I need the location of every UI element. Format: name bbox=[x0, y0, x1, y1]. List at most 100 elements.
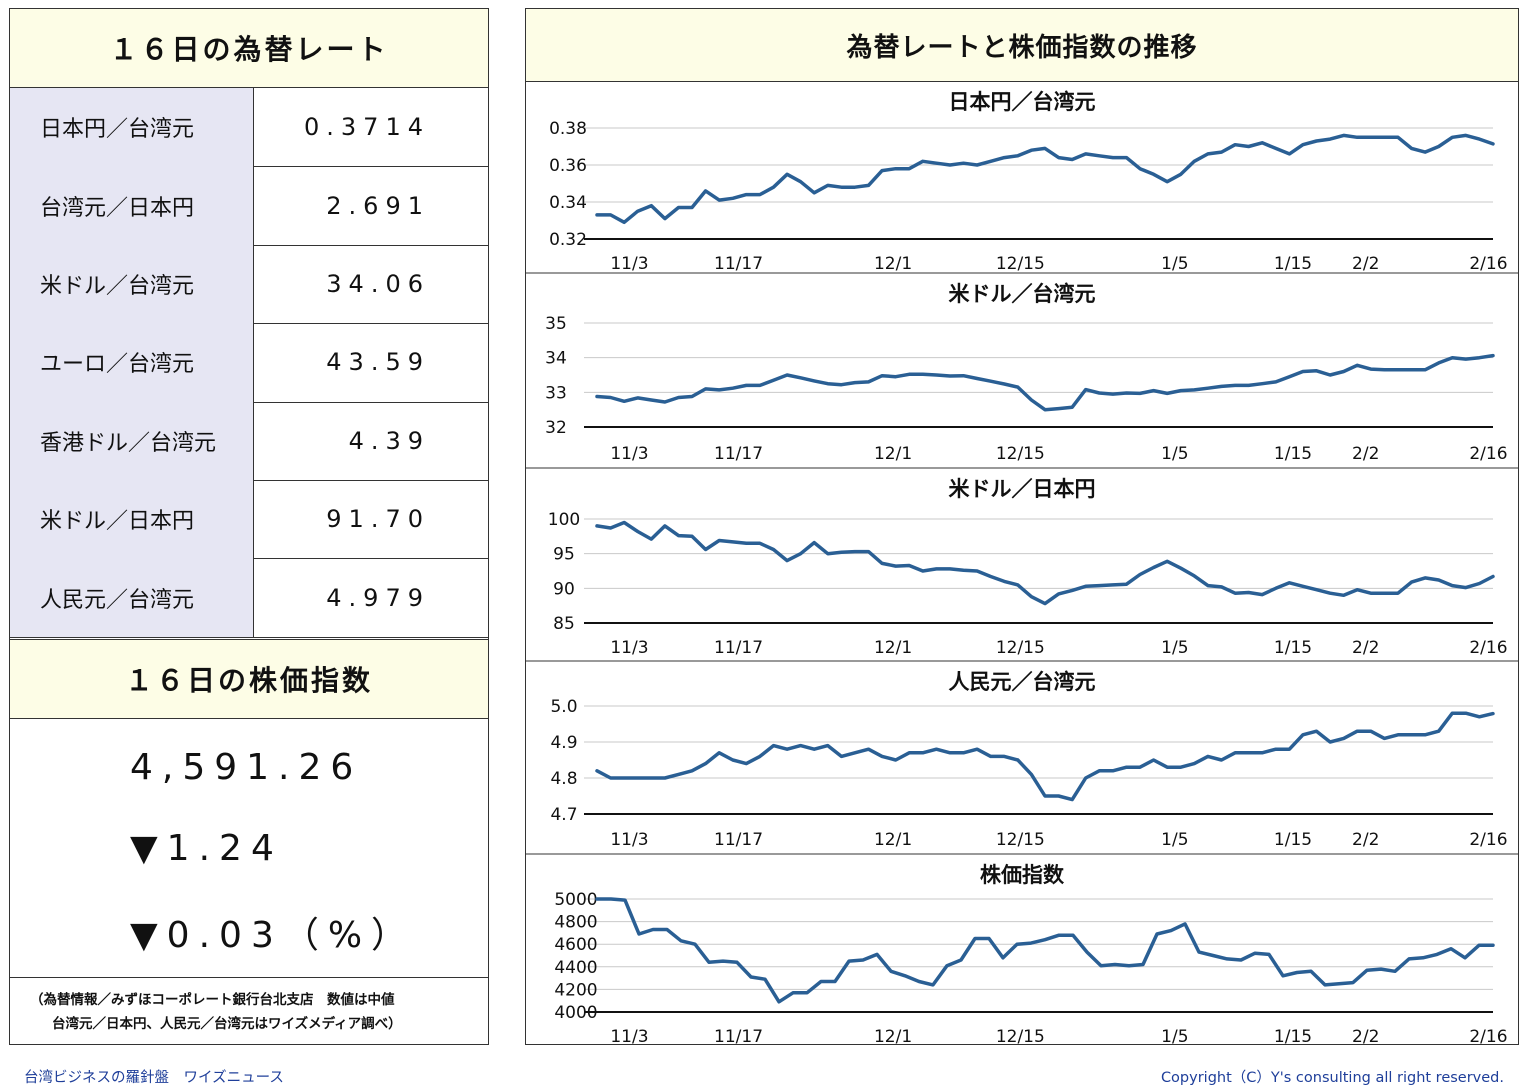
x-tick-label: 1/5 bbox=[1161, 444, 1188, 464]
y-tick-label: 33 bbox=[545, 383, 567, 403]
x-tick-label: 1/5 bbox=[1161, 638, 1188, 658]
y-tick-label: 4000 bbox=[554, 1003, 597, 1023]
x-tick-label: 12/1 bbox=[874, 638, 912, 658]
rate-label: 人民元／台湾元 bbox=[10, 558, 254, 637]
rate-row: 米ドル／台湾元 34.06 bbox=[10, 244, 488, 325]
trend-charts: 日本円／台湾元 0.32 0.34 0.36 0.38 11/3 11/17 12/1 12/1… bbox=[526, 90, 1518, 1044]
rate-value: 2.691 bbox=[326, 191, 430, 220]
x-tick-label: 2/2 bbox=[1352, 254, 1379, 274]
rate-value: 0.3714 bbox=[304, 113, 430, 142]
y-tick-label: 4600 bbox=[554, 935, 597, 955]
x-tick-label: 11/3 bbox=[610, 1027, 648, 1044]
left-summary-panel: １６日の為替レート 日本円／台湾元 0.3714 台湾元／日本円 2.691 米ドル／台… bbox=[9, 8, 489, 1045]
x-tick-label: 1/15 bbox=[1274, 638, 1312, 658]
chart-title: 株価指数 bbox=[980, 863, 1065, 887]
series-line bbox=[595, 133, 1495, 225]
rate-label: 米ドル／台湾元 bbox=[10, 244, 254, 324]
right-chart-panel: 為替レートと株価指数の推移 日本円／台湾元 0.32 0.34 0.36 0.38 11/… bbox=[525, 8, 1519, 1045]
y-tick-label: 0.36 bbox=[549, 156, 587, 176]
footer-brand-text[interactable]: 台湾ビジネスの羅針盤 ワイズニュース bbox=[24, 1070, 284, 1086]
x-tick-label: 12/1 bbox=[874, 830, 912, 850]
chart-title: 人民元／台湾元 bbox=[949, 670, 1096, 694]
x-tick-label: 12/1 bbox=[874, 1027, 912, 1044]
stock-index-value: 4,591.26 bbox=[130, 747, 363, 788]
x-tick-label: 11/3 bbox=[610, 638, 648, 658]
x-tick-label: 2/16 bbox=[1469, 254, 1507, 274]
footer-copyright: Copyright（C）Y's consulting all right res… bbox=[1160, 1070, 1504, 1086]
x-tick-label: 12/15 bbox=[996, 830, 1045, 850]
x-tick-label: 2/16 bbox=[1469, 1027, 1507, 1044]
x-tick-label: 2/2 bbox=[1352, 444, 1379, 464]
series-line bbox=[595, 353, 1495, 412]
x-tick-label: 12/15 bbox=[996, 1027, 1045, 1044]
rate-label: 台湾元／日本円 bbox=[10, 166, 254, 245]
x-tick-label: 11/17 bbox=[714, 1027, 763, 1044]
x-tick-label: 1/5 bbox=[1161, 830, 1188, 850]
x-tick-label: 12/1 bbox=[874, 444, 912, 464]
y-tick-label: 0.34 bbox=[549, 193, 587, 213]
y-tick-label: 4400 bbox=[554, 958, 597, 978]
x-tick-label: 12/15 bbox=[996, 638, 1045, 658]
rate-value: 91.70 bbox=[326, 505, 430, 534]
rate-value: 43.59 bbox=[326, 348, 430, 377]
chart-panel-title: 為替レートと株価指数の推移 bbox=[526, 9, 1518, 82]
y-tick-label: 0.32 bbox=[549, 230, 587, 250]
y-tick-label: 4.8 bbox=[550, 769, 577, 789]
x-tick-label: 11/17 bbox=[714, 638, 763, 658]
x-tick-label: 2/2 bbox=[1352, 638, 1379, 658]
x-tick-label: 11/3 bbox=[610, 254, 648, 274]
rate-value: 4.39 bbox=[348, 426, 430, 455]
rate-panel-title: １６日の為替レート bbox=[10, 9, 488, 88]
rate-label: 香港ドル／台湾元 bbox=[10, 401, 254, 480]
x-tick-label: 1/15 bbox=[1274, 254, 1312, 274]
y-tick-label: 100 bbox=[548, 510, 580, 530]
source-note: （為替情報／みずほコーポレート銀行台北支店 数値は中値 台湾元／日本円、人民元／… bbox=[10, 977, 488, 1044]
x-tick-label: 1/15 bbox=[1274, 1027, 1312, 1044]
x-tick-label: 1/5 bbox=[1161, 1027, 1188, 1044]
chart-title: 日本円／台湾元 bbox=[949, 90, 1096, 114]
y-tick-label: 34 bbox=[545, 349, 567, 369]
y-tick-label: 4.9 bbox=[550, 733, 577, 753]
x-tick-label: 12/1 bbox=[874, 254, 912, 274]
rate-value: 4.979 bbox=[326, 583, 430, 612]
rate-row: 香港ドル／台湾元 4.39 bbox=[10, 401, 488, 481]
stock-index-percent: ▼0.03（%） bbox=[130, 915, 417, 956]
y-tick-label: 90 bbox=[553, 579, 575, 599]
chart-title: 米ドル／台湾元 bbox=[949, 282, 1096, 306]
x-tick-label: 2/16 bbox=[1469, 830, 1507, 850]
stock-panel-title: １６日の株価指数 bbox=[10, 639, 488, 719]
x-tick-label: 2/16 bbox=[1469, 638, 1507, 658]
x-tick-label: 2/2 bbox=[1352, 830, 1379, 850]
rate-row: 米ドル／日本円 91.70 bbox=[10, 480, 488, 560]
rate-label: 米ドル／日本円 bbox=[10, 480, 254, 559]
x-tick-label: 2/2 bbox=[1352, 1027, 1379, 1044]
x-tick-label: 1/15 bbox=[1274, 444, 1312, 464]
x-tick-label: 11/3 bbox=[610, 830, 648, 850]
rate-value: 34.06 bbox=[326, 269, 430, 298]
rate-label: ユーロ／台湾元 bbox=[10, 323, 254, 402]
rate-row: 日本円／台湾元 0.3714 bbox=[10, 88, 488, 168]
y-tick-label: 95 bbox=[553, 545, 575, 565]
rate-row: 人民元／台湾元 4.979 bbox=[10, 558, 488, 638]
series-line bbox=[595, 520, 1495, 606]
source-note-line1: （為替情報／みずほコーポレート銀行台北支店 数値は中値 bbox=[30, 992, 395, 1008]
source-note-line2: 台湾元／日本円、人民元／台湾元はワイズメディア調べ） bbox=[52, 1016, 402, 1032]
stock-index-change: ▼1.24 bbox=[130, 828, 283, 869]
x-tick-label: 11/17 bbox=[714, 254, 763, 274]
x-tick-label: 11/17 bbox=[714, 444, 763, 464]
y-tick-label: 32 bbox=[545, 418, 567, 438]
x-tick-label: 2/16 bbox=[1469, 444, 1507, 464]
y-tick-label: 0.38 bbox=[549, 119, 587, 139]
chart-title: 米ドル／日本円 bbox=[949, 477, 1096, 501]
rate-label: 日本円／台湾元 bbox=[10, 88, 254, 167]
series-line bbox=[595, 711, 1495, 802]
rate-row: ユーロ／台湾元 43.59 bbox=[10, 323, 488, 403]
series-line bbox=[595, 897, 1495, 1004]
y-tick-label: 4.7 bbox=[550, 805, 577, 825]
y-tick-label: 5.0 bbox=[550, 697, 577, 717]
rate-row: 台湾元／日本円 2.691 bbox=[10, 166, 488, 246]
x-tick-label: 1/15 bbox=[1274, 830, 1312, 850]
x-tick-label: 12/15 bbox=[996, 444, 1045, 464]
x-tick-label: 12/15 bbox=[996, 254, 1045, 274]
y-tick-label: 4200 bbox=[554, 980, 597, 1000]
